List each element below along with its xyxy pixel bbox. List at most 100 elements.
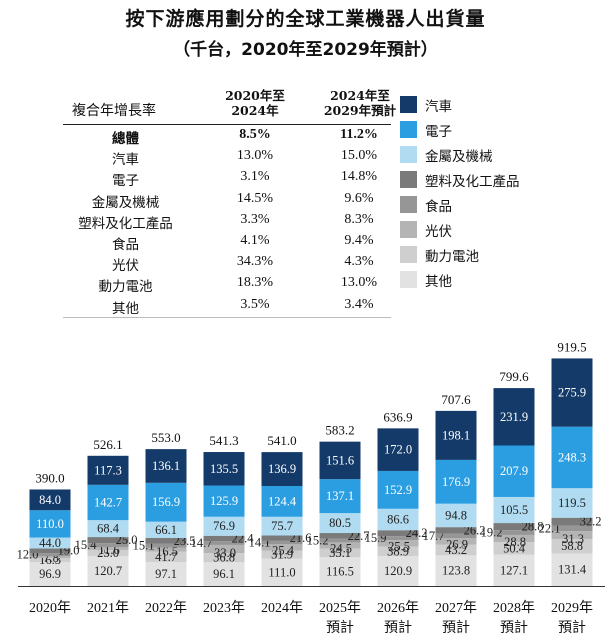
bar-segment-label: 36.8 bbox=[213, 551, 235, 565]
bar-segment-label: 84.0 bbox=[39, 493, 61, 507]
legend-swatch bbox=[400, 96, 417, 113]
x-tick-label: 2022年 bbox=[145, 600, 187, 616]
cagr-value-2020-2024: 8.5% bbox=[239, 127, 271, 142]
bar-segment bbox=[435, 544, 477, 556]
cagr-category: 汽車 bbox=[112, 152, 139, 169]
cagr-col2-line2: 2029年預計 bbox=[323, 103, 397, 118]
bar-segment bbox=[87, 455, 129, 485]
bar-segment bbox=[203, 553, 245, 563]
bar-segment bbox=[29, 556, 71, 558]
cagr-bottom-rule bbox=[63, 317, 391, 318]
bar-segment-label: 80.5 bbox=[329, 516, 351, 530]
bar-segment-label: 231.9 bbox=[500, 410, 528, 424]
cagr-row-header: 複合年增長率 bbox=[72, 103, 156, 119]
cagr-value-2020-2024: 13.0% bbox=[236, 148, 274, 164]
cagr-row: 電子 3.1% 14.8% bbox=[63, 169, 391, 190]
bar-total-label: 919.5 bbox=[557, 339, 586, 354]
cagr-top-rule bbox=[63, 124, 391, 125]
cagr-value-2024-2029: 15.0% bbox=[340, 148, 378, 164]
cagr-row: 其他 3.5% 3.4% bbox=[63, 297, 391, 318]
bar-segment bbox=[435, 527, 477, 534]
x-tick-label: 2024年 bbox=[261, 600, 303, 616]
cagr-col2-line1: 2024年至 bbox=[330, 88, 390, 103]
legend-label: 光伏 bbox=[425, 224, 452, 240]
bar-segment bbox=[319, 542, 361, 549]
legend-swatch bbox=[400, 171, 417, 188]
cagr-col1-line2: 2024年 bbox=[231, 103, 279, 118]
cagr-value-2020-2024: 4.1% bbox=[240, 233, 270, 248]
bar-segment bbox=[551, 538, 593, 554]
legend-item: 汽車 bbox=[400, 94, 610, 116]
bar-segment bbox=[145, 521, 187, 539]
bar-segment-label: 156.9 bbox=[152, 495, 180, 509]
bar-segment-label: 28.8 bbox=[504, 535, 526, 549]
bar-segment-label: 26.9 bbox=[446, 538, 468, 552]
cagr-category: 光伏 bbox=[112, 258, 139, 275]
chart-subtitle: （千台，2020年至2029年預計） bbox=[173, 40, 438, 60]
bar-segment bbox=[493, 554, 535, 586]
cagr-value-2024-2029: 8.3% bbox=[344, 211, 374, 227]
bar-segment bbox=[87, 543, 129, 548]
bar-total-label: 707.6 bbox=[441, 392, 471, 407]
cagr-category: 金屬及機械 bbox=[91, 194, 160, 211]
bar-total-label: 799.6 bbox=[499, 369, 529, 384]
bar-segment bbox=[435, 555, 477, 586]
x-tick-label: 2021年 bbox=[87, 600, 129, 616]
bar-segment bbox=[29, 548, 71, 554]
bar-segment bbox=[145, 547, 187, 552]
bar-segment-label: 32.2 bbox=[580, 515, 602, 529]
bar-segment-label: 86.6 bbox=[387, 512, 409, 526]
bar-segment bbox=[551, 525, 593, 532]
bar-segment-label: 275.9 bbox=[558, 386, 586, 400]
bar-segment bbox=[87, 520, 129, 538]
bar-segment-label: 33.0 bbox=[214, 546, 236, 560]
bar-segment-label: 50.4 bbox=[503, 541, 526, 555]
bar-segment bbox=[377, 428, 419, 471]
cagr-value-2024-2029: 14.8% bbox=[340, 169, 378, 185]
bar-segment bbox=[377, 508, 419, 531]
bar-segment bbox=[87, 556, 129, 586]
bar-segment-label: 97.1 bbox=[155, 567, 177, 581]
bar-segment bbox=[203, 562, 245, 586]
bar-segment bbox=[377, 536, 419, 541]
bar-segment bbox=[377, 530, 419, 537]
bar-segment-label: 124.4 bbox=[268, 494, 297, 508]
bar-segment bbox=[203, 535, 245, 542]
legend-swatch bbox=[400, 121, 417, 138]
bar-segment bbox=[29, 557, 71, 563]
bar-segment bbox=[203, 544, 245, 554]
cagr-value-2020-2024: 34.3% bbox=[236, 254, 274, 270]
bar-segment-label: 25.5 bbox=[388, 539, 410, 553]
bar-segment bbox=[29, 553, 71, 557]
legend-item: 金屬及機械 bbox=[400, 144, 610, 166]
bar-total-label: 636.9 bbox=[383, 409, 412, 424]
bar-segment bbox=[435, 533, 477, 539]
bar-segment-label: 24.5 bbox=[330, 541, 352, 555]
bar-segment bbox=[319, 538, 361, 543]
bar-segment-label: 172.0 bbox=[384, 443, 412, 457]
bar-segment-label: 117.3 bbox=[94, 463, 122, 477]
bar-segment bbox=[493, 542, 535, 555]
bar-segment bbox=[203, 541, 245, 545]
bar-segment bbox=[261, 540, 303, 545]
bar-segment-label: 198.1 bbox=[442, 428, 470, 442]
bar-segment bbox=[551, 488, 593, 518]
bar-segment-label: 207.9 bbox=[500, 464, 528, 478]
bar-segment-label: 176.9 bbox=[442, 475, 470, 489]
cagr-value-2020-2024: 3.3% bbox=[240, 211, 270, 227]
bar-segment bbox=[261, 550, 303, 559]
x-tick-label: 2026年 bbox=[377, 600, 419, 616]
bar-segment-label: 137.1 bbox=[326, 489, 354, 503]
bar-segment bbox=[493, 523, 535, 531]
bar-segment bbox=[551, 517, 593, 526]
legend-swatch bbox=[400, 196, 417, 213]
bar-segment bbox=[319, 548, 361, 558]
bar-segment-label: 28.8 bbox=[522, 520, 544, 534]
x-tick-label: 2028年 bbox=[493, 600, 535, 616]
cagr-value-2020-2024: 3.5% bbox=[240, 296, 270, 312]
bar-segment-label: 120.7 bbox=[94, 564, 122, 578]
legend-swatch bbox=[400, 146, 417, 163]
legend-swatch bbox=[400, 271, 417, 288]
bar-segment bbox=[261, 516, 303, 536]
bar-total-label: 390.0 bbox=[35, 470, 64, 485]
